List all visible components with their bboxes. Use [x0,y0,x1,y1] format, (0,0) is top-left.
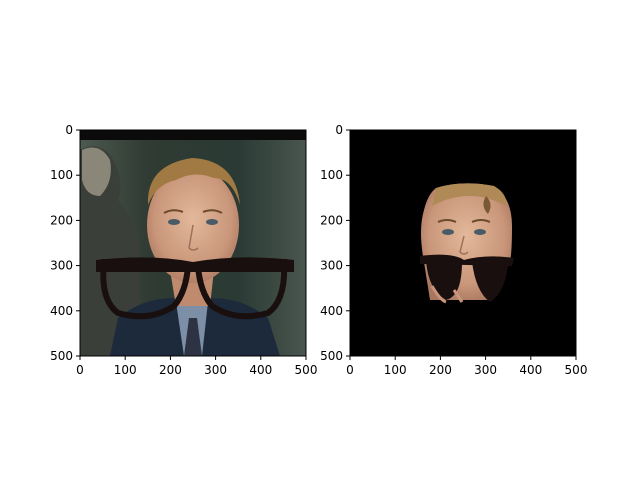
right-segmented-panel [350,130,576,356]
x-tick-label: 500 [295,363,318,377]
x-tick-label: 200 [429,363,452,377]
y-tick-label: 200 [50,213,73,227]
x-tick-label: 100 [384,363,407,377]
y-tick-label: 300 [320,259,343,273]
x-tick-label: 400 [519,363,542,377]
x-tick-label: 0 [346,363,354,377]
x-tick-label: 300 [474,363,497,377]
y-tick-label: 300 [50,259,73,273]
x-tick-label: 300 [204,363,227,377]
x-tick-label: 400 [249,363,272,377]
y-tick-label: 400 [50,304,73,318]
y-tick-label: 100 [320,168,343,182]
y-tick-label: 400 [320,304,343,318]
y-tick-label: 500 [50,349,73,363]
y-tick-label: 500 [320,349,343,363]
x-tick-label: 200 [159,363,182,377]
x-tick-label: 0 [76,363,84,377]
y-tick-label: 0 [65,123,73,137]
x-tick-label: 100 [114,363,137,377]
y-tick-label: 0 [335,123,343,137]
y-tick-label: 200 [320,213,343,227]
top-dark-band [80,130,306,140]
left-photo-panel [80,130,306,356]
y-tick-label: 100 [50,168,73,182]
x-tick-label: 500 [565,363,588,377]
